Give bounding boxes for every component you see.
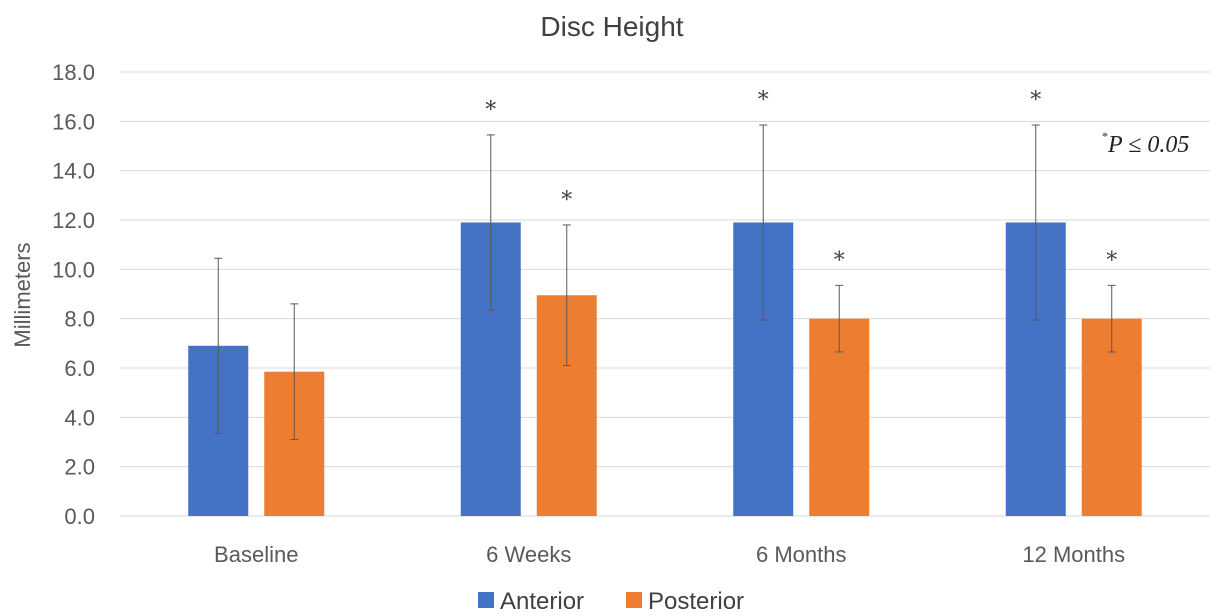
error-bar xyxy=(486,134,495,311)
x-tick-label: 6 Months xyxy=(756,542,847,567)
y-tick-label: 8.0 xyxy=(64,307,95,332)
significance-markers: * * * * * * xyxy=(485,88,1117,273)
x-tick-label: 12 Months xyxy=(1022,542,1125,567)
legend-label: Posterior xyxy=(648,588,744,615)
y-tick-label: 18.0 xyxy=(52,60,95,85)
x-tick-label: Baseline xyxy=(214,542,298,567)
y-tick-label: 6.0 xyxy=(64,356,95,381)
bars xyxy=(188,222,1142,516)
legend-item-anterior: Anterior xyxy=(478,588,584,615)
y-axis-title: Millimeters xyxy=(10,242,35,347)
significance-star: * xyxy=(834,248,845,273)
y-axis-ticks: 0.0 2.0 4.0 6.0 8.0 10.0 12.0 14.0 16.0 18.0 xyxy=(52,60,95,529)
error-bar xyxy=(214,257,223,434)
y-tick-label: 10.0 xyxy=(52,257,95,282)
error-bar xyxy=(562,224,571,367)
y-tick-label: 12.0 xyxy=(52,208,95,233)
chart-title: Disc Height xyxy=(540,11,683,42)
y-tick-label: 16.0 xyxy=(52,109,95,134)
legend-item-posterior: Posterior xyxy=(626,588,744,615)
error-bar xyxy=(290,303,299,441)
error-bar xyxy=(1107,284,1116,353)
error-bar xyxy=(759,124,768,321)
y-tick-label: 2.0 xyxy=(64,455,95,480)
significance-star: * xyxy=(561,188,572,213)
p-value-prefix: * xyxy=(1102,129,1108,143)
legend: Anterior Posterior xyxy=(478,588,744,615)
x-axis-ticks: Baseline 6 Weeks 6 Months 12 Months xyxy=(214,542,1125,567)
y-tick-label: 14.0 xyxy=(52,159,95,184)
p-value-annotation: * P ≤ 0.05 xyxy=(1102,129,1189,158)
y-tick-label: 4.0 xyxy=(64,405,95,430)
p-value-text: P ≤ 0.05 xyxy=(1107,132,1189,158)
significance-star: * xyxy=(485,98,496,123)
legend-swatch xyxy=(478,592,494,608)
legend-label: Anterior xyxy=(500,588,584,615)
error-bar xyxy=(1031,124,1040,321)
significance-star: * xyxy=(1030,88,1041,113)
y-tick-label: 0.0 xyxy=(64,504,95,529)
error-bars xyxy=(214,124,1116,441)
legend-swatch xyxy=(626,592,642,608)
x-tick-label: 6 Weeks xyxy=(486,542,571,567)
error-bar xyxy=(835,284,844,353)
significance-star: * xyxy=(1106,248,1117,273)
significance-star: * xyxy=(758,88,769,113)
